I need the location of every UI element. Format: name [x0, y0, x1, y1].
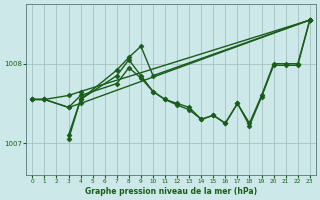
- X-axis label: Graphe pression niveau de la mer (hPa): Graphe pression niveau de la mer (hPa): [85, 187, 257, 196]
